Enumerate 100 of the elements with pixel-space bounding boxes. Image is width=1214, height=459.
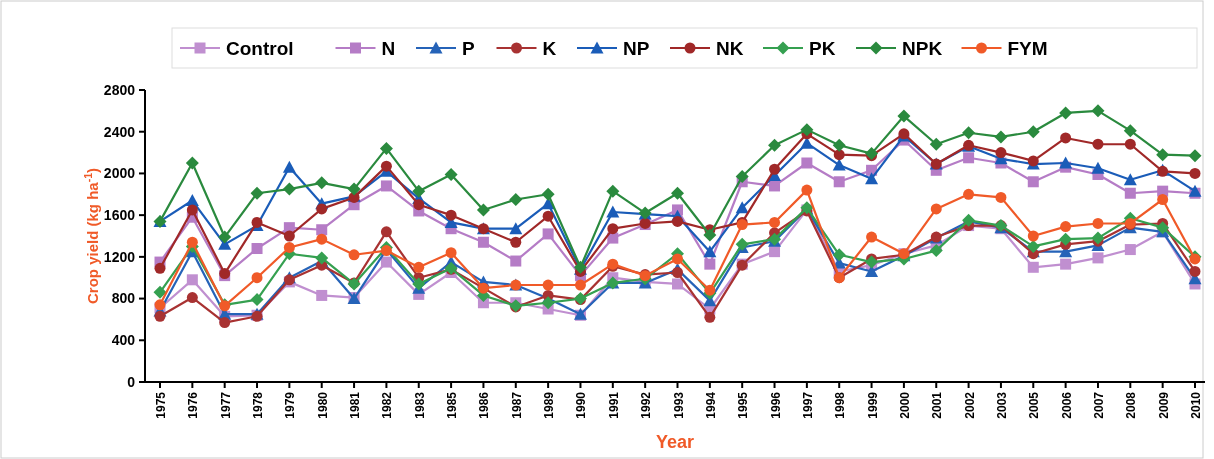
x-tick-label: 2009 bbox=[1156, 391, 1171, 419]
y-tick-label: 800 bbox=[111, 290, 136, 307]
point bbox=[769, 163, 781, 175]
point bbox=[1026, 125, 1040, 139]
point bbox=[413, 261, 425, 273]
y-tick-label: 1200 bbox=[103, 248, 136, 265]
point bbox=[509, 222, 523, 235]
legend-label: FYM bbox=[1007, 37, 1048, 59]
x-tick-label: 2005 bbox=[1027, 391, 1042, 419]
point bbox=[1092, 252, 1104, 264]
point bbox=[735, 201, 749, 214]
x-tick-label: 1994 bbox=[703, 391, 718, 419]
legend-label: Control bbox=[226, 37, 294, 59]
point bbox=[963, 188, 975, 200]
point bbox=[282, 160, 296, 173]
x-tick-label: 1977 bbox=[218, 391, 233, 419]
point bbox=[962, 126, 976, 140]
x-tick-label: 2003 bbox=[994, 391, 1009, 419]
x-axis-title: Year bbox=[655, 432, 695, 452]
point bbox=[800, 123, 814, 137]
point bbox=[832, 158, 846, 171]
point bbox=[672, 253, 683, 265]
x-tick-label: 1997 bbox=[800, 391, 815, 419]
point bbox=[1124, 187, 1136, 199]
point bbox=[380, 256, 392, 268]
point bbox=[315, 176, 329, 190]
x-tick-label: 1980 bbox=[315, 391, 330, 419]
x-tick-label: 2001 bbox=[930, 391, 945, 419]
point bbox=[865, 255, 879, 269]
point bbox=[542, 279, 554, 291]
point bbox=[186, 292, 198, 304]
point bbox=[1027, 261, 1039, 273]
point bbox=[154, 310, 166, 322]
point bbox=[1059, 106, 1073, 120]
legend-label: K bbox=[542, 37, 557, 59]
point bbox=[1059, 232, 1073, 246]
x-tick-label: 2008 bbox=[1124, 391, 1139, 419]
y-tick-label: 2800 bbox=[103, 81, 136, 98]
point bbox=[380, 160, 392, 172]
y-tick-label: 0 bbox=[127, 373, 136, 390]
legend-label: N bbox=[381, 37, 396, 59]
x-tick-label: 1986 bbox=[477, 391, 492, 419]
y-tick-label: 2000 bbox=[103, 165, 136, 182]
point bbox=[380, 226, 392, 238]
legend-label: NK bbox=[716, 37, 744, 59]
point bbox=[251, 272, 263, 284]
point bbox=[1026, 239, 1040, 253]
point bbox=[348, 249, 360, 261]
x-tick-label: 1975 bbox=[154, 391, 168, 419]
x-tick-label: 1976 bbox=[186, 391, 201, 419]
point bbox=[251, 216, 263, 228]
x-tick-label: 1995 bbox=[736, 391, 751, 419]
legend-label: P bbox=[462, 37, 475, 59]
point bbox=[316, 233, 328, 245]
point bbox=[542, 228, 554, 240]
point bbox=[283, 241, 295, 253]
point bbox=[994, 130, 1008, 144]
point bbox=[218, 230, 232, 244]
x-tick-label: 1987 bbox=[509, 391, 524, 419]
point bbox=[380, 180, 392, 192]
x-tick-label: 1978 bbox=[251, 391, 266, 419]
point bbox=[283, 230, 295, 242]
point bbox=[154, 262, 166, 274]
point bbox=[413, 199, 425, 211]
point bbox=[672, 267, 683, 278]
point bbox=[801, 157, 813, 169]
point bbox=[832, 248, 846, 262]
x-tick-label: 2002 bbox=[962, 391, 977, 419]
point bbox=[995, 147, 1007, 159]
y-tick-label: 400 bbox=[111, 332, 136, 349]
point bbox=[1188, 149, 1202, 163]
point bbox=[1060, 221, 1072, 233]
point bbox=[1156, 148, 1170, 162]
point bbox=[445, 209, 457, 221]
point bbox=[672, 278, 683, 290]
point bbox=[607, 223, 619, 235]
point bbox=[186, 236, 198, 248]
point bbox=[219, 317, 231, 329]
point bbox=[995, 191, 1007, 203]
point bbox=[250, 293, 264, 307]
point bbox=[832, 138, 846, 152]
x-tick-label: 1979 bbox=[283, 391, 298, 419]
point bbox=[1123, 124, 1137, 138]
point bbox=[1157, 194, 1169, 205]
point bbox=[476, 203, 490, 217]
point bbox=[963, 152, 975, 164]
point bbox=[574, 279, 586, 291]
legend-label: NPK bbox=[902, 37, 943, 59]
point bbox=[606, 205, 620, 218]
point bbox=[768, 138, 782, 152]
x-tick-label: 2010 bbox=[1189, 391, 1203, 419]
point bbox=[1124, 244, 1136, 256]
point bbox=[541, 296, 555, 310]
legend-label: NP bbox=[623, 37, 650, 59]
y-tick-label: 2400 bbox=[103, 123, 136, 140]
point bbox=[1092, 138, 1104, 150]
point bbox=[250, 186, 264, 200]
point bbox=[929, 137, 943, 151]
point bbox=[251, 243, 263, 255]
point bbox=[185, 156, 199, 170]
